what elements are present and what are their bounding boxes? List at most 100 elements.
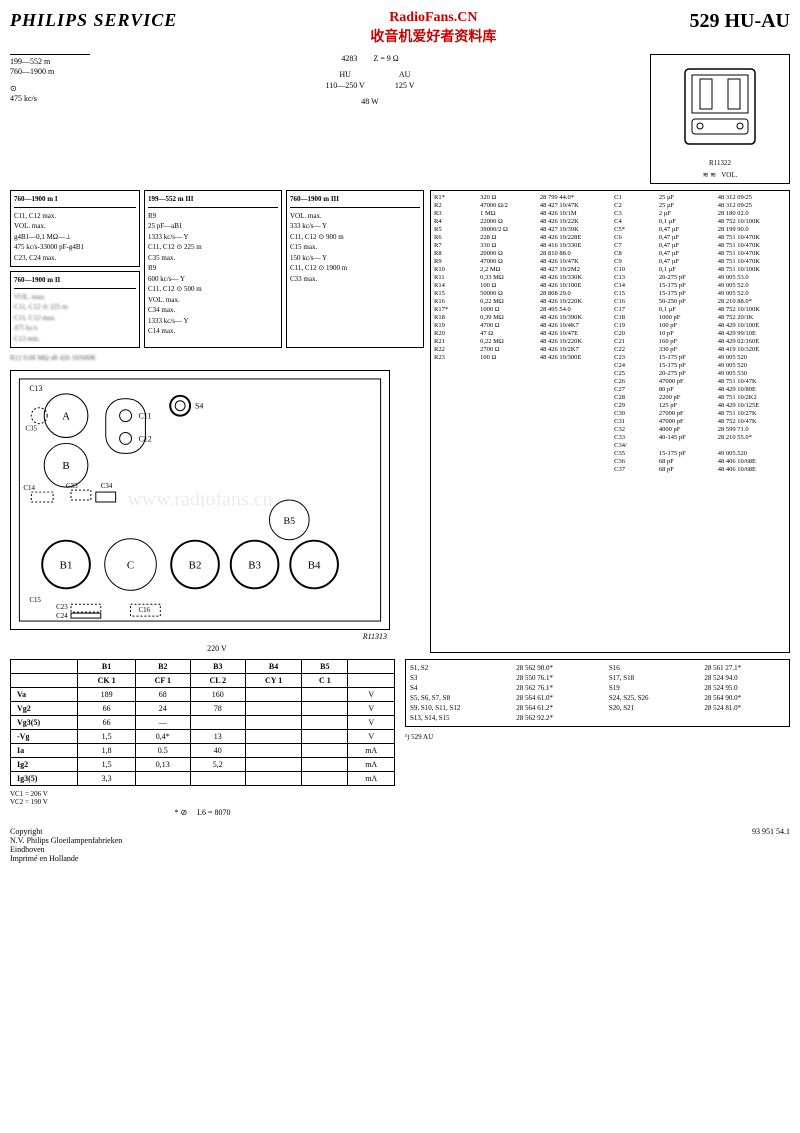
switch-cell: S5, S6, S7, S8 (410, 694, 504, 702)
switch-cell: 28 564 90.0* (704, 694, 785, 702)
part-cell: C4 (614, 218, 653, 225)
align-row: C15 max. (290, 242, 420, 253)
part-cell: R15 (434, 290, 474, 297)
part-cell: 2 µF (659, 210, 712, 217)
part-cell: R23 (434, 354, 474, 361)
part-cell: 15-175 pF (659, 282, 712, 289)
part-cell (434, 410, 474, 417)
part-cell: C20 (614, 330, 653, 337)
part-cell: 48 751 10/47K (718, 378, 786, 385)
align-row: C13 min. (14, 334, 136, 345)
part-cell: 48 426 10/4K7 (540, 322, 608, 329)
tube-cell (302, 730, 348, 744)
tube-type (348, 674, 395, 688)
part-cell: 330 Ω (480, 242, 534, 249)
tube-cell: V (348, 702, 395, 716)
part-cell (540, 386, 608, 393)
switch-cell (609, 714, 693, 722)
part-cell (434, 426, 474, 433)
part-cell: 0,47 µF (659, 258, 712, 265)
part-cell: 48 426 10/330K (540, 274, 608, 281)
part-cell (540, 450, 608, 457)
tube-cell: V (348, 716, 395, 730)
part-cell: 1000 pF (659, 314, 712, 321)
part-cell: R6 (434, 234, 474, 241)
part-cell: 228 Ω (480, 234, 534, 241)
part-cell: 330 pF (659, 346, 712, 353)
part-cell: 0,1 µF (659, 266, 712, 273)
svg-text:C23: C23 (56, 603, 68, 611)
vol-label: VOL. (721, 171, 737, 179)
align-row: VOL. max. (148, 295, 278, 306)
switch-cell: S4 (410, 684, 504, 692)
align-h2a: 760—1900 m II (14, 275, 136, 289)
part-cell: C37 (614, 466, 653, 473)
part-cell: 48 429 02/160E (718, 338, 786, 345)
part-cell: 100 pF (659, 322, 712, 329)
svg-text:B2: B2 (189, 559, 202, 571)
part-cell: 48 426 10/2K7 (540, 346, 608, 353)
part-cell: 48 312 09/25 (718, 194, 786, 201)
switch-cell: 28 524 94.0 (704, 674, 785, 682)
switch-cell: S19 (609, 684, 693, 692)
align-row: 333 kc/s— Y (290, 221, 420, 232)
spec-bands: 199—552 m 760—1900 m ⊙ 475 kc/s (10, 54, 90, 184)
part-cell: C8 (614, 250, 653, 257)
svg-text:C33: C33 (66, 482, 78, 490)
align-row: 475 kc/s (14, 323, 136, 334)
part-cell: C29 (614, 402, 653, 409)
align-col-3: 760—1900 m III VOL. max.333 kc/s— YC11, … (286, 190, 424, 348)
svg-text:B4: B4 (308, 559, 321, 571)
tube-cell: mA (348, 744, 395, 758)
switch-cell: 28 524 81.0* (704, 704, 785, 712)
part-cell: 0,47 µF (659, 226, 712, 233)
part-cell: C7 (614, 242, 653, 249)
part-cell: 22000 Ω (480, 218, 534, 225)
doc-number: 93 951 54.1 (752, 827, 790, 863)
svg-text:C12: C12 (138, 434, 151, 443)
part-cell: C22 (614, 346, 653, 353)
r12-note: R12 0.68 MΩ 48 426 10/680K (10, 354, 424, 362)
part-cell (434, 378, 474, 385)
tube-col: B2 (135, 660, 190, 674)
part-cell (718, 442, 786, 449)
part-cell: 20-275 pF (659, 370, 712, 377)
part-cell: 0,47 µF (659, 242, 712, 249)
part-cell: 48 426 10/300E (540, 354, 608, 361)
tube-type: CL 2 (190, 674, 245, 688)
switch-cell: S16 (609, 664, 693, 672)
part-cell: 0,22 MΩ (480, 298, 534, 305)
part-cell: R14 (434, 282, 474, 289)
part-cell: 48 752 10/100K (718, 218, 786, 225)
align-row: R9 (148, 263, 278, 274)
part-cell: 48 426 10/390K (540, 314, 608, 321)
part-cell: R4 (434, 218, 474, 225)
part-cell: 68 pF (659, 466, 712, 473)
part-cell: R16 (434, 298, 474, 305)
part-cell: 28 210 55.0* (718, 434, 786, 441)
tube-type: CK 1 (78, 674, 136, 688)
tube-cell: 13 (190, 730, 245, 744)
tube-col (348, 660, 395, 674)
tube-cell (190, 716, 245, 730)
align-row: C11, C12 max. (14, 313, 136, 324)
tube-cell: Ia (11, 744, 78, 758)
align-row: C11, C12 ⊙ 900 m (290, 232, 420, 243)
tube-cell: 1,5 (78, 730, 136, 744)
part-cell: 48 426 10/22K (540, 218, 608, 225)
part-cell: R22 (434, 346, 474, 353)
part-cell: 48 406 10/68E (718, 458, 786, 465)
part-cell: 49 005 530 (718, 370, 786, 377)
svg-text:C15: C15 (29, 596, 41, 604)
part-cell: 15-175 pF (659, 450, 712, 457)
tube-type: CY 1 (245, 674, 301, 688)
part-cell: 125 pF (659, 402, 712, 409)
part-cell (434, 370, 474, 377)
chassis-label: R11313 (363, 632, 387, 641)
part-cell: 48 419 10/320E (718, 346, 786, 353)
align-row: VOL. max. (290, 211, 420, 222)
part-cell: 27000 pF (659, 410, 712, 417)
part-cell: C14 (614, 282, 653, 289)
align-row: VOL. max. (14, 292, 136, 303)
tube-col: B3 (190, 660, 245, 674)
